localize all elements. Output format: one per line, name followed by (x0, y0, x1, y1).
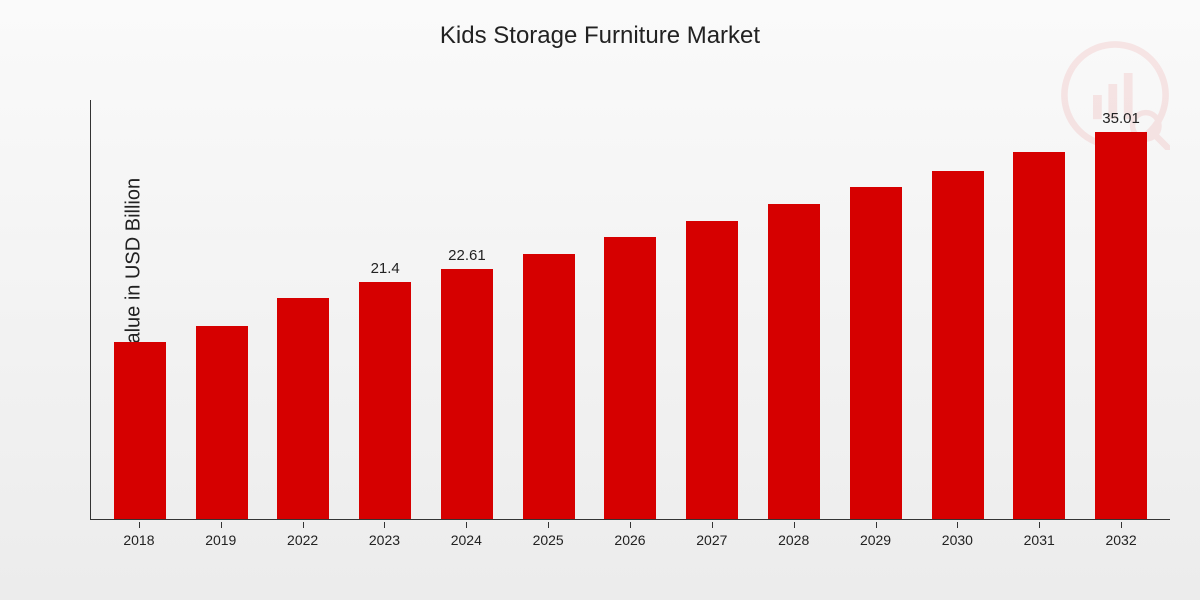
bar (686, 221, 738, 519)
tick-mark (794, 522, 795, 528)
x-tick: 2032 (1080, 522, 1162, 550)
tick-mark (303, 522, 304, 528)
bar (359, 282, 411, 519)
tick-mark (712, 522, 713, 528)
x-tick: 2031 (998, 522, 1080, 550)
tick-mark (630, 522, 631, 528)
tick-mark (221, 522, 222, 528)
x-ticks-container: 2018 2019 2022 2023 2024 2025 2026 2027 2028 2029… (90, 522, 1170, 550)
x-tick: 2026 (589, 522, 671, 550)
tick-mark (466, 522, 467, 528)
bar-value-label: 22.61 (448, 247, 486, 265)
x-tick-label: 2032 (1105, 532, 1136, 548)
x-tick: 2018 (98, 522, 180, 550)
x-tick: 2028 (753, 522, 835, 550)
x-tick-label: 2031 (1024, 532, 1055, 548)
x-tick: 2024 (425, 522, 507, 550)
x-tick-label: 2022 (287, 532, 318, 548)
tick-mark (957, 522, 958, 528)
x-tick-label: 2030 (942, 532, 973, 548)
bar-slot (671, 100, 753, 519)
bar (277, 298, 329, 519)
bar-slot: 22.61 (426, 100, 508, 519)
bar-slot (590, 100, 672, 519)
bar (768, 204, 820, 519)
bar (604, 237, 656, 519)
tick-mark (1121, 522, 1122, 528)
bar-slot (508, 100, 590, 519)
x-tick: 2025 (507, 522, 589, 550)
x-tick-label: 2019 (205, 532, 236, 548)
x-tick-label: 2026 (614, 532, 645, 548)
bar (932, 171, 984, 519)
bar (1095, 132, 1147, 519)
tick-mark (139, 522, 140, 528)
x-tick: 2019 (180, 522, 262, 550)
x-tick: 2023 (344, 522, 426, 550)
bars-container: 21.4 22.61 35.01 (91, 100, 1170, 519)
tick-mark (384, 522, 385, 528)
plot-area: 21.4 22.61 35.01 (90, 100, 1170, 520)
x-tick: 2030 (916, 522, 998, 550)
bar-slot (181, 100, 263, 519)
bar (196, 326, 248, 519)
bar (850, 187, 902, 519)
tick-mark (548, 522, 549, 528)
bar (1013, 152, 1065, 519)
bar (114, 342, 166, 519)
bar-slot: 35.01 (1080, 100, 1162, 519)
x-tick: 2027 (671, 522, 753, 550)
bar-slot (917, 100, 999, 519)
tick-mark (876, 522, 877, 528)
x-tick-label: 2025 (533, 532, 564, 548)
x-tick-label: 2028 (778, 532, 809, 548)
x-tick-label: 2024 (451, 532, 482, 548)
bar-slot (835, 100, 917, 519)
bar-slot (263, 100, 345, 519)
x-tick-label: 2029 (860, 532, 891, 548)
bar-slot: 21.4 (344, 100, 426, 519)
chart-title: Kids Storage Furniture Market (0, 0, 1200, 50)
bar-slot (99, 100, 181, 519)
bar-slot (998, 100, 1080, 519)
x-tick: 2029 (835, 522, 917, 550)
bar-slot (753, 100, 835, 519)
bar (441, 269, 493, 519)
x-tick-label: 2023 (369, 532, 400, 548)
bar-value-label: 35.01 (1102, 110, 1140, 128)
x-tick-label: 2018 (123, 532, 154, 548)
tick-mark (1039, 522, 1040, 528)
bar-value-label: 21.4 (371, 260, 400, 278)
bar (523, 254, 575, 519)
x-tick: 2022 (262, 522, 344, 550)
x-tick-label: 2027 (696, 532, 727, 548)
